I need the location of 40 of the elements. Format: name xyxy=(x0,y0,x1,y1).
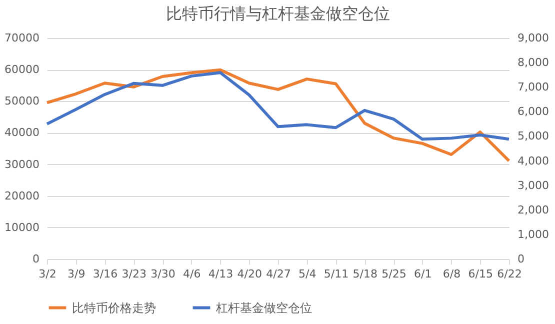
y-tick-label: 0 xyxy=(32,252,40,266)
x-tick-label: 6/1 xyxy=(414,268,432,280)
y-tick-label: 60000 xyxy=(4,63,40,76)
y2-tick-label: 4,000 xyxy=(518,154,549,168)
line-series xyxy=(46,71,510,141)
x-tick-label: 3/2 xyxy=(38,268,56,280)
x-tick-label: 5/18 xyxy=(352,268,378,280)
x-tick-label: 3/16 xyxy=(92,268,118,280)
y-tick-label: 70000 xyxy=(4,32,40,44)
x-tick-label: 4/13 xyxy=(208,268,234,280)
x-tick-label: 4/20 xyxy=(237,268,262,280)
x-tick-label: 4/27 xyxy=(266,268,291,280)
y-tick-label: 50000 xyxy=(4,94,40,108)
y-tick-label: 40000 xyxy=(4,126,40,140)
y-tick-label: 20000 xyxy=(4,189,40,202)
y2-tick-label: 2,000 xyxy=(518,203,549,216)
chart-title: 比特币行情与杠杆基金做空仓位 xyxy=(166,4,390,23)
x-tick-label: 6/22 xyxy=(497,268,522,280)
y2-tick-label: 7,000 xyxy=(518,80,549,94)
x-tick-label: 6/15 xyxy=(468,268,493,280)
x-tick-label: 5/11 xyxy=(324,268,349,280)
legend-label: 杠杆基金做空仓位 xyxy=(215,300,312,315)
x-tick-label: 3/9 xyxy=(68,268,86,280)
y-tick-label: 30000 xyxy=(4,158,40,171)
y2-tick-label: 1,000 xyxy=(518,228,549,241)
legend-label: 比特币价格走势 xyxy=(72,300,156,315)
x-tick-label: 5/25 xyxy=(382,268,406,280)
x-tick-label: 3/23 xyxy=(122,268,146,280)
y2-tick-label: 5,000 xyxy=(518,130,549,143)
x-tick-label: 5/4 xyxy=(298,268,316,280)
y2-tick-label: 8,000 xyxy=(518,56,549,70)
x-tick-label: 4/6 xyxy=(183,268,201,280)
x-tick-label: 6/8 xyxy=(442,268,461,280)
y2-tick-label: 6,000 xyxy=(518,105,549,118)
y2-tick-label: 0 xyxy=(518,252,524,266)
y-tick-label: 10000 xyxy=(4,220,40,234)
y2-tick-label: 9,000 xyxy=(518,32,549,44)
x-tick-label: 3/30 xyxy=(150,268,176,280)
y2-tick-label: 3,000 xyxy=(518,178,549,192)
line-series xyxy=(46,68,510,162)
